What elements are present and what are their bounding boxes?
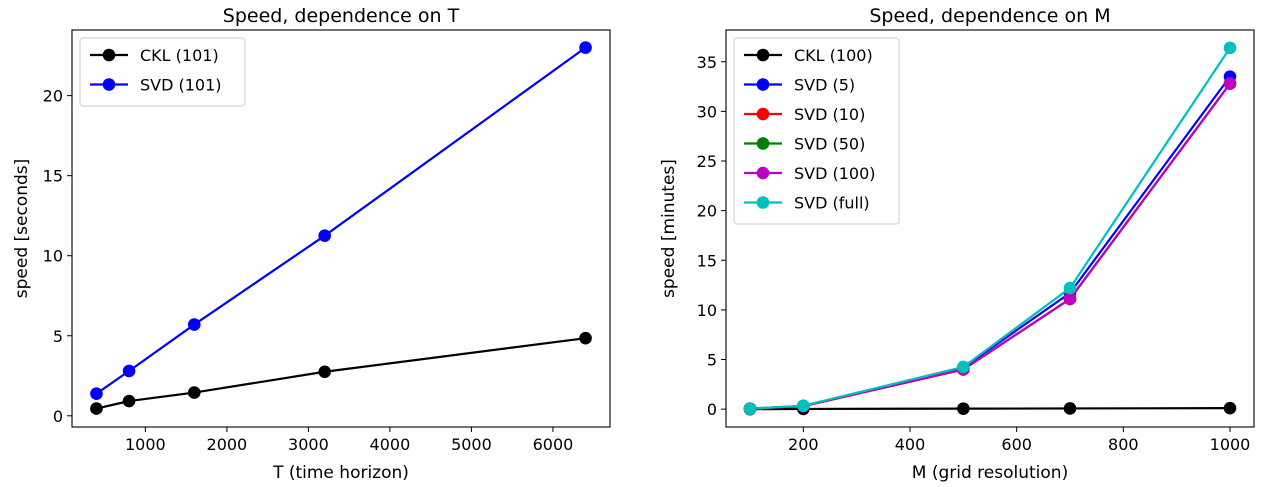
chart-title: Speed, dependence on T: [223, 5, 460, 27]
legend-label: CKL (100): [794, 46, 873, 65]
legend-label: SVD (full): [794, 194, 870, 213]
x-tick-label: 2000: [207, 435, 248, 454]
y-tick-label: 5: [707, 351, 717, 370]
chart-title: Speed, dependence on M: [869, 5, 1110, 27]
y-tick-label: 5: [53, 327, 63, 346]
y-tick-label: 10: [697, 301, 717, 320]
legend-label: SVD (10): [794, 105, 865, 124]
y-tick-label: 0: [707, 400, 717, 419]
data-point: [1223, 41, 1237, 55]
x-tick-label: 4000: [370, 435, 411, 454]
data-point: [318, 365, 331, 379]
y-tick-label: 10: [43, 247, 63, 266]
data-point: [797, 399, 810, 412]
data-point: [957, 402, 970, 415]
legend-marker: [756, 137, 770, 150]
legend-label: SVD (50): [794, 135, 865, 154]
data-point: [1063, 281, 1077, 295]
data-point: [1223, 401, 1237, 415]
legend-marker: [102, 78, 116, 91]
y-tick-label: 20: [697, 202, 717, 221]
data-point: [90, 387, 103, 401]
x-tick-label: 6000: [533, 435, 574, 454]
series-line: [96, 337, 586, 410]
data-point: [579, 41, 592, 54]
data-point: [1063, 402, 1077, 415]
legend: CKL (100) SVD (5) SVD (10) SVD (50) SVD (100…: [733, 37, 900, 225]
legend-label: SVD (100): [794, 164, 876, 183]
data-point: [122, 394, 136, 408]
y-tick-label: 30: [697, 102, 717, 121]
data-point: [187, 386, 201, 399]
data-point: [90, 402, 103, 415]
x-tick-label: 800: [1108, 435, 1139, 454]
series-svd-101: [90, 41, 592, 401]
x-tick-label: 200: [788, 435, 819, 454]
legend-marker: [756, 196, 770, 209]
y-axis-label: speed [seconds]: [12, 159, 32, 299]
legend-marker: [756, 166, 770, 180]
data-point: [187, 318, 201, 331]
x-tick-label: 5000: [451, 435, 492, 454]
data-point: [743, 402, 757, 415]
data-point: [579, 331, 592, 345]
series-ckl-101: [90, 331, 592, 415]
plot-frame: [71, 29, 611, 428]
y-tick-label: 20: [43, 87, 63, 106]
legend-marker: [102, 48, 116, 62]
series-line: [749, 407, 1231, 411]
y-tick-label: 15: [697, 251, 717, 270]
x-axis-label: T (time horizon): [272, 463, 409, 483]
legend-marker: [756, 48, 770, 62]
data-point: [957, 360, 970, 374]
legend-label: SVD (5): [794, 76, 855, 95]
legend-marker: [756, 78, 770, 91]
data-point: [318, 229, 331, 243]
x-tick-label: 600: [1001, 435, 1032, 454]
y-tick-label: 25: [697, 152, 717, 171]
legend: CKL (101) SVD (101): [79, 37, 246, 107]
legend-marker: [756, 107, 770, 121]
data-point: [1223, 77, 1237, 90]
x-axis-label: M (grid resolution): [912, 463, 1068, 483]
data-point: [1063, 292, 1077, 306]
x-tick-label: 400: [895, 435, 926, 454]
legend-label: SVD (101): [140, 76, 222, 95]
x-tick-label: 3000: [288, 435, 329, 454]
y-tick-label: 0: [53, 407, 63, 426]
y-axis-label: speed [minutes]: [659, 159, 679, 298]
x-tick-label: 1000: [1210, 435, 1251, 454]
y-tick-label: 15: [43, 167, 63, 186]
y-tick-label: 35: [697, 53, 717, 72]
legend-label: CKL (101): [140, 46, 219, 65]
x-tick-label: 1000: [125, 435, 166, 454]
plot-frame: [725, 29, 1255, 428]
series-svd-full: [743, 41, 1237, 415]
data-point: [122, 364, 136, 378]
chart-panel-2: Speed, dependence on M 200 400 600 800 1000 0 5…: [659, 5, 1255, 483]
